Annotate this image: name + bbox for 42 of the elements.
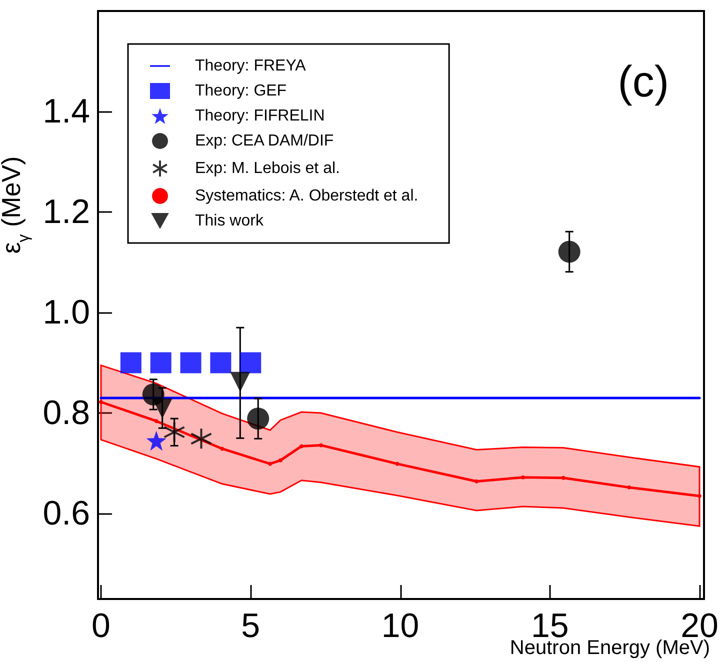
point: [120, 352, 142, 374]
point: [230, 372, 250, 392]
point: [210, 352, 232, 374]
point: [474, 479, 479, 484]
point: [558, 240, 580, 263]
point: [240, 352, 262, 374]
annotation: (c): [618, 58, 670, 106]
y-tick-label: 0.8: [42, 394, 90, 432]
point: [627, 485, 632, 490]
point: [520, 475, 525, 480]
legend-label: Theory: GEF: [195, 82, 287, 100]
point: [190, 428, 212, 450]
y-tick-label: 1.4: [42, 92, 90, 131]
legend-label: Theory: FIFRELIN: [195, 108, 325, 124]
point: [318, 443, 323, 448]
legend-label: Exp: M. Lebois et al.: [195, 160, 340, 177]
point: [268, 462, 272, 466]
point: [180, 352, 202, 374]
point: [98, 400, 103, 404]
legend-label: Theory: FREYA: [195, 58, 306, 74]
point: [152, 398, 172, 419]
legend-label: Systematics: A. Oberstedt et al.: [195, 188, 418, 204]
x-tick-label: 10: [381, 607, 420, 645]
legend-label: Exp: CEA DAM/DIF: [195, 132, 334, 150]
point: [278, 458, 283, 462]
y-tick-label: 1.0: [42, 294, 90, 332]
y-tick-label: 1.2: [42, 193, 90, 232]
y-tick-label: 0.6: [42, 494, 90, 533]
y-axis-title: εγ (MeV): [0, 156, 32, 254]
point: [247, 408, 270, 430]
point: [220, 446, 224, 451]
point: [561, 476, 566, 480]
point: [150, 352, 172, 374]
x-tick-label: 5: [241, 607, 260, 645]
point: [154, 419, 158, 424]
legend-label: This work: [195, 212, 264, 230]
point: [698, 494, 702, 498]
point: [146, 430, 166, 451]
x-tick-label: 0: [92, 607, 110, 645]
point: [300, 444, 304, 448]
point: [163, 421, 186, 444]
point: [395, 462, 400, 466]
